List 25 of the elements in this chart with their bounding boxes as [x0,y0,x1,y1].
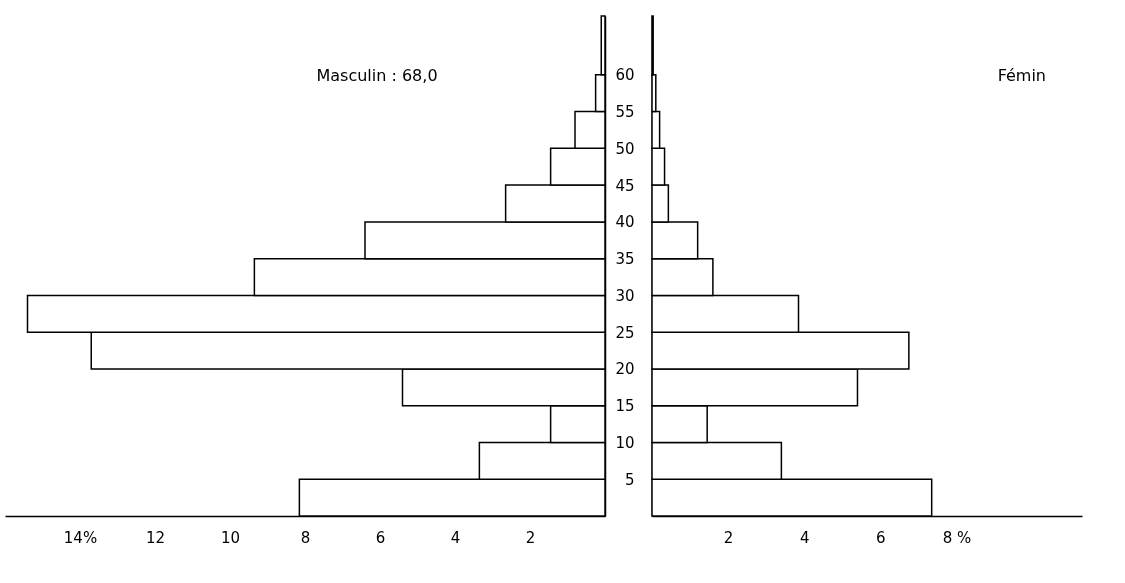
x-tick-label: 6 [375,528,386,547]
y-tick-label: 25 [615,323,635,342]
y-tick-label: 5 [624,470,635,489]
y-tick-label: 15 [615,397,635,416]
y-tick-label: 40 [615,213,635,232]
y-tick-label: 30 [615,286,635,305]
y-tick-label: 50 [615,139,635,158]
y-tick-label: 45 [615,176,635,195]
x-tick-label: 4 [450,528,461,547]
x-tick-label: 6 [876,528,886,547]
y-tick-label: 20 [615,360,635,379]
y-tick-label: 10 [615,433,635,452]
x-tick-label: 10 [220,528,241,547]
y-tick-label: 55 [615,103,635,122]
text: Masculin : 68,0 [316,66,438,85]
x-tick-label: 8 [300,528,311,547]
x-tick-label: 2 [723,528,734,547]
y-tick-label: 60 [615,66,635,85]
x-tick-label: 8 % [942,528,972,547]
x-tick-label: 4 [799,528,810,547]
y-tick-label: 35 [615,250,635,269]
x-tick-label: 2 [525,528,536,547]
x-tick-label: 14% [63,528,98,547]
text: Fémin [997,66,1046,85]
x-tick-label: 12 [145,528,166,547]
